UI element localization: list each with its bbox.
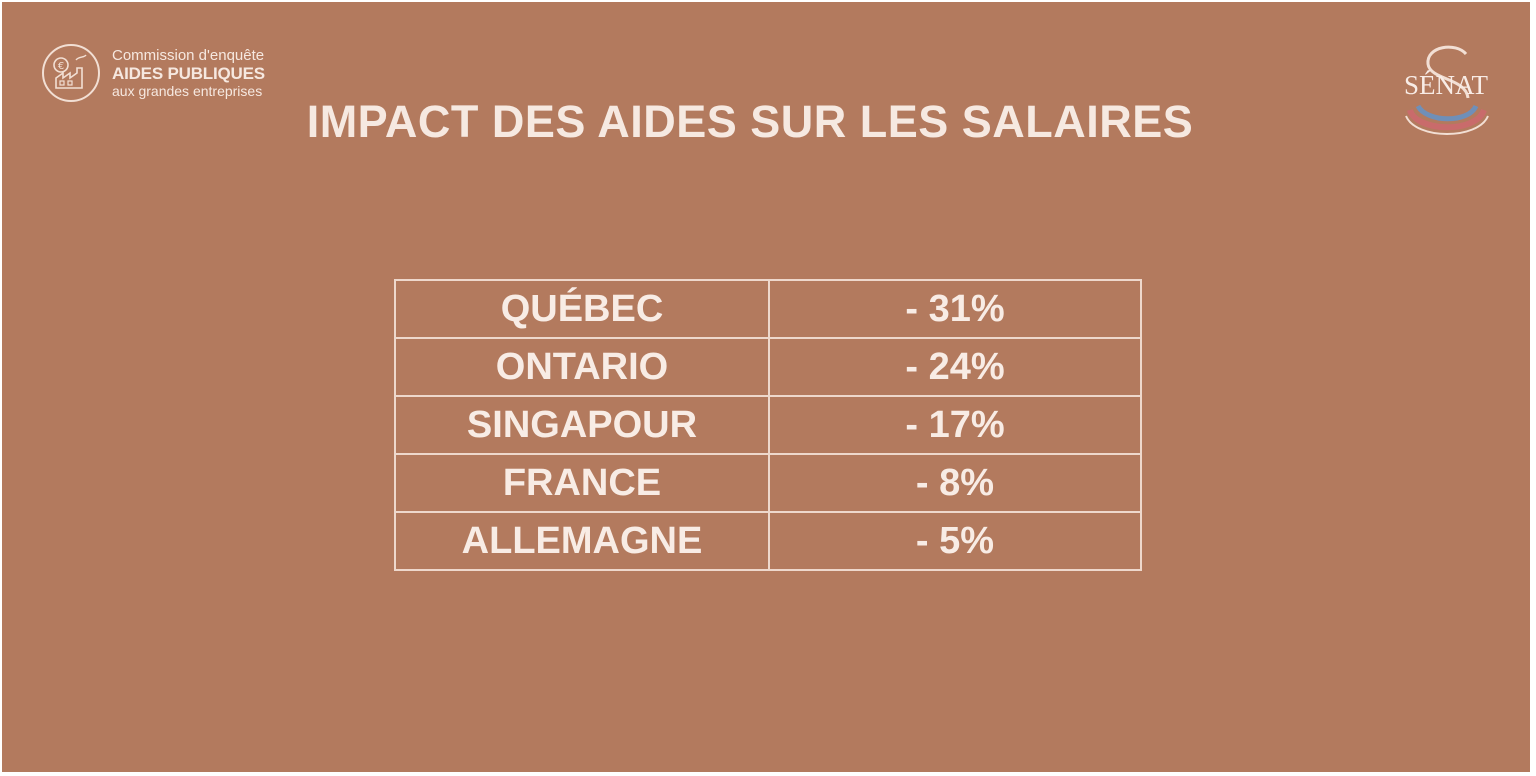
commission-logo: € Commission d'enquête AIDES PUBLIQUES a…	[42, 44, 265, 102]
table-row: ALLEMAGNE - 5%	[394, 511, 1142, 571]
senat-logo: SÉNAT	[1396, 40, 1496, 140]
table-row: ONTARIO - 24%	[394, 337, 1142, 397]
country-cell: SINGAPOUR	[394, 395, 770, 455]
commission-label: Commission d'enquête	[112, 47, 265, 64]
salary-impact-table: QUÉBEC - 31% ONTARIO - 24% SINGAPOUR - 1…	[394, 279, 1142, 571]
commission-name: AIDES PUBLIQUES	[112, 64, 265, 83]
table-row: QUÉBEC - 31%	[394, 279, 1142, 339]
senat-logo-text: SÉNAT	[1403, 70, 1488, 100]
svg-text:€: €	[58, 61, 64, 72]
value-cell: - 8%	[768, 453, 1142, 513]
country-cell: QUÉBEC	[394, 279, 770, 339]
table-row: SINGAPOUR - 17%	[394, 395, 1142, 455]
commission-subtitle: aux grandes entreprises	[112, 83, 263, 99]
table-row: FRANCE - 8%	[394, 453, 1142, 513]
senat-seal-icon	[1405, 45, 1489, 135]
slide-title: IMPACT DES AIDES SUR LES SALAIRES	[306, 96, 1194, 147]
value-cell: - 17%	[768, 395, 1142, 455]
value-cell: - 31%	[768, 279, 1142, 339]
country-cell: ALLEMAGNE	[394, 511, 770, 571]
factory-euro-icon: €	[42, 44, 100, 102]
value-cell: - 24%	[768, 337, 1142, 397]
country-cell: FRANCE	[394, 453, 770, 513]
country-cell: ONTARIO	[394, 337, 770, 397]
value-cell: - 5%	[768, 511, 1142, 571]
commission-logo-text: Commission d'enquête AIDES PUBLIQUES aux…	[112, 48, 265, 98]
